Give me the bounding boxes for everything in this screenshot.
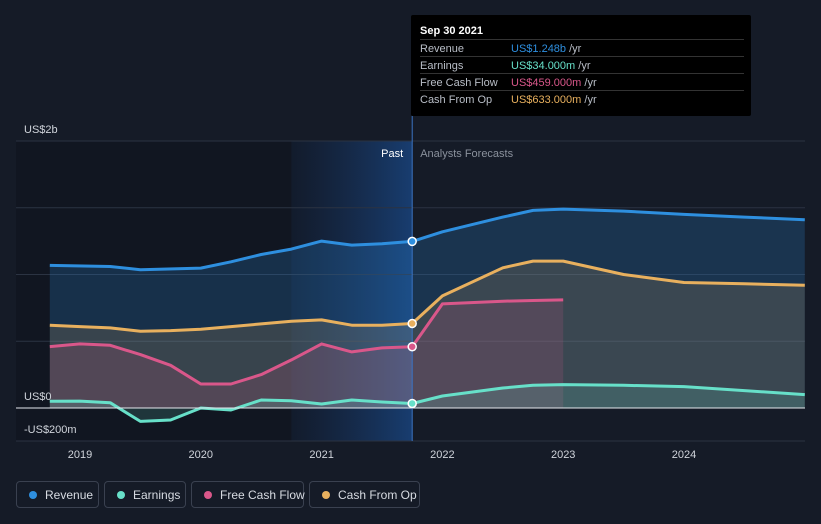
tooltip-unit-earnings: /yr: [578, 60, 591, 72]
tooltip-unit-cfo: /yr: [584, 94, 597, 106]
marker-cash-from-op: [407, 318, 417, 329]
y-tick-label-1: US$0: [24, 391, 52, 403]
y-tick-label-2: -US$200m: [24, 424, 77, 436]
past-highlight: [291, 141, 413, 441]
tooltip-value-cfo: US$633.000m /yr: [511, 94, 597, 106]
tooltip-value-earnings: US$34.000m /yr: [511, 60, 591, 72]
x-tick-label-1: 2020: [189, 449, 213, 461]
tooltip-value-cfo-amount: US$633.000m: [511, 94, 582, 106]
series-area-earnings: [49, 384, 805, 422]
tooltip-value-revenue-amount: US$1.248b: [511, 43, 567, 55]
marker-free-cash-flow: [407, 341, 417, 352]
fcf-dot-icon: [204, 491, 212, 499]
legend-item-revenue[interactable]: Revenue: [16, 481, 99, 508]
tooltip-label-cfo: Cash From Op: [420, 94, 493, 106]
series-line-earnings: [49, 383, 805, 423]
marker-revenue: [407, 236, 417, 247]
tooltip-row-earnings: Earnings US$34.000m /yr: [420, 56, 744, 74]
series-line-revenue: [49, 207, 805, 272]
earnings-dot-icon: [117, 491, 125, 499]
x-tick-label-2: 2021: [309, 449, 333, 461]
tooltip-label-revenue: Revenue: [420, 43, 465, 55]
series-area-free-cash-flow: [49, 299, 564, 408]
tooltip-row-revenue: Revenue US$1.248b /yr: [420, 39, 744, 57]
legend-item-earnings[interactable]: Earnings: [104, 481, 186, 508]
tooltip-label-fcf: Free Cash Flow: [420, 77, 498, 89]
x-tick-label-5: 2024: [672, 449, 696, 461]
tooltip-unit-fcf: /yr: [584, 77, 597, 89]
tooltip-value-earnings-amount: US$34.000m: [511, 60, 576, 72]
tooltip-label-earnings: Earnings: [420, 60, 464, 72]
legend-label-fcf: Free Cash Flow: [220, 488, 305, 502]
legend-label-cfo: Cash From Op: [338, 488, 417, 502]
cfo-dot-icon: [322, 491, 330, 499]
tooltip-unit-revenue: /yr: [569, 43, 582, 55]
series-area-cash-from-op: [49, 261, 805, 408]
forecast-label: Analysts Forecasts: [420, 148, 513, 160]
legend-item-fcf[interactable]: Free Cash Flow: [191, 481, 305, 508]
past-label: Past: [381, 148, 403, 160]
legend-label-earnings: Earnings: [133, 488, 181, 502]
tooltip-date: Sep 30 2021: [420, 25, 483, 37]
tooltip-row-fcf: Free Cash Flow US$459.000m /yr: [420, 73, 744, 91]
tooltip-value-fcf-amount: US$459.000m: [511, 77, 582, 89]
x-tick-label-0: 2019: [68, 449, 92, 461]
x-tick-label-4: 2023: [551, 449, 575, 461]
x-tick-label-3: 2022: [430, 449, 454, 461]
series-line-free-cash-flow: [49, 298, 564, 386]
legend-item-cfo[interactable]: Cash From Op: [309, 481, 420, 508]
legend-label-revenue: Revenue: [45, 488, 94, 502]
series-line-cash-from-op: [49, 259, 805, 333]
tooltip-row-cfo: Cash From Op US$633.000m /yr: [420, 90, 744, 108]
tooltip: Sep 30 2021 Revenue US$1.248b /yr Earnin…: [411, 15, 751, 116]
marker-earnings: [407, 398, 417, 409]
tooltip-value-revenue: US$1.248b /yr: [511, 43, 581, 55]
tooltip-value-fcf: US$459.000m /yr: [511, 77, 597, 89]
revenue-dot-icon: [29, 491, 37, 499]
y-tick-label-0: US$2b: [24, 124, 58, 136]
